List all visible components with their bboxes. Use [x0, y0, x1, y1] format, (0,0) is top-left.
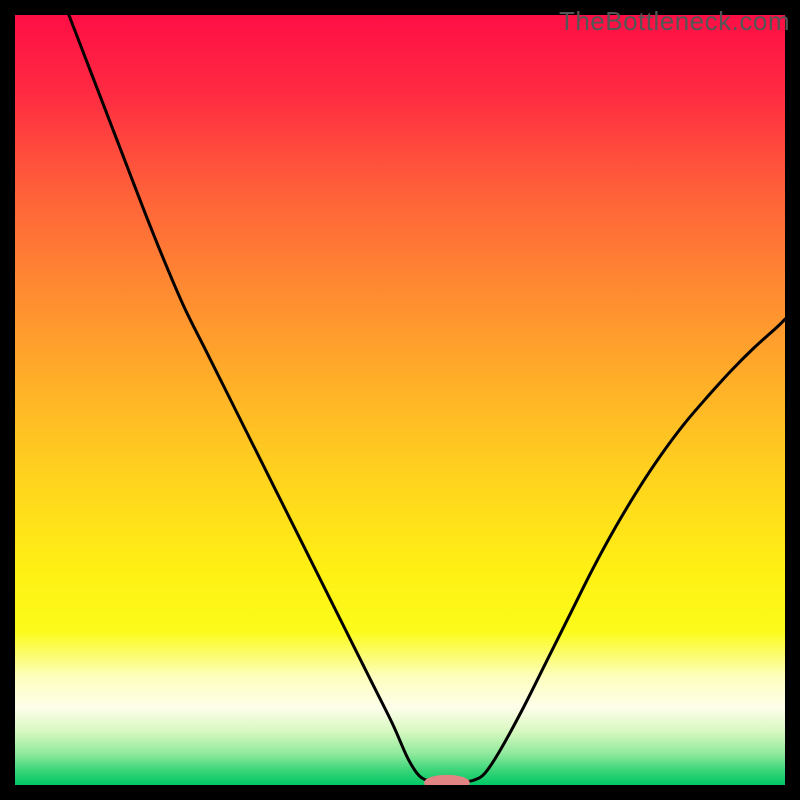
chart-background [15, 15, 785, 785]
watermark-label: TheBottleneck.com [559, 6, 790, 37]
chart-container [15, 15, 785, 785]
bottleneck-chart [15, 15, 785, 785]
